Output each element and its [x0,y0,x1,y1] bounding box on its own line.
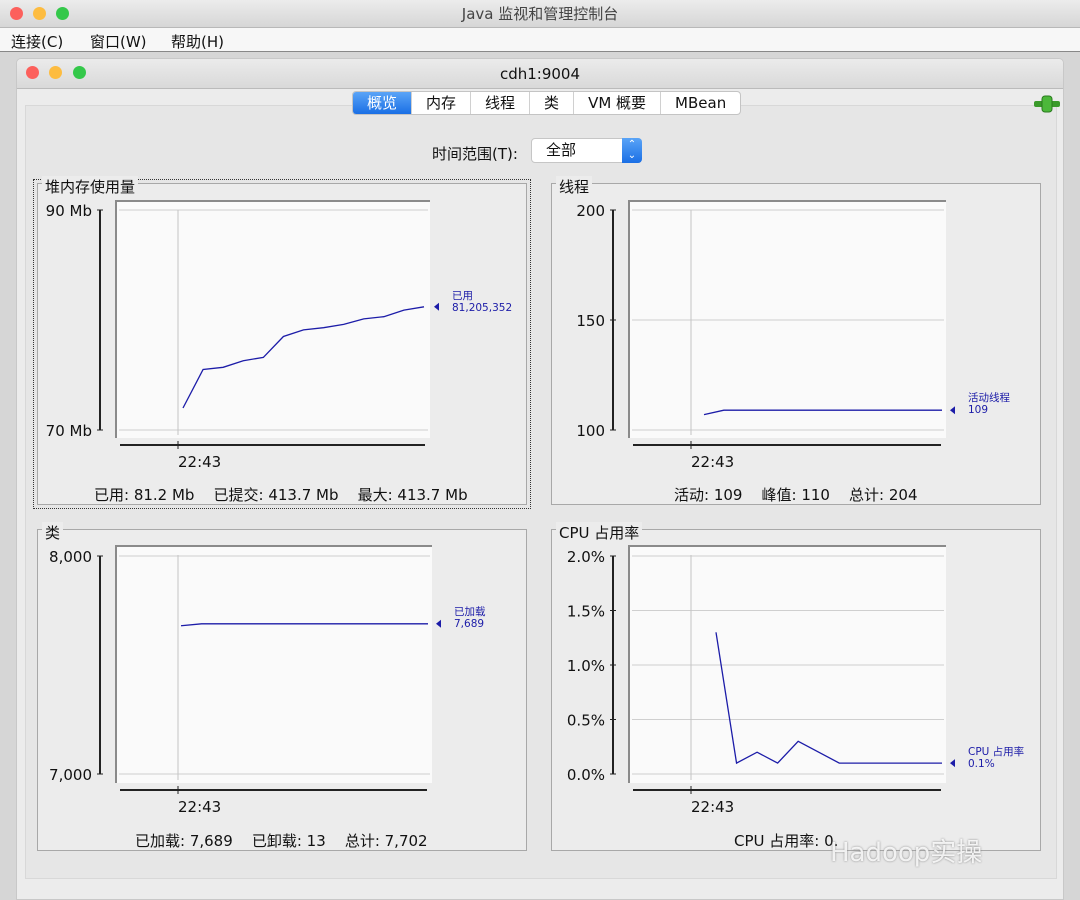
tab-threads[interactable]: 线程 [471,92,531,114]
classes-legend-marker [436,619,441,628]
threads-plot-area [628,200,946,438]
window-zoom-button[interactable] [73,66,86,79]
cpu-ytick-label: 2.0% [567,548,605,566]
heap-series-line [182,306,425,409]
heap-legend-name: 已用 [452,290,473,302]
close-button[interactable] [10,7,23,20]
cpu-legend-name: CPU 占用率 [968,745,1024,758]
threads-legend-name: 活动线程 [968,391,1010,404]
tab-overview[interactable]: 概览 [353,92,413,114]
classes-series-line [180,623,428,627]
classes-legend-value: 7,689 [454,618,484,630]
cpu-plot-area [628,545,946,783]
tab-classes[interactable]: 类 [530,92,575,114]
tab-vm-summary[interactable]: VM 概要 [574,92,662,114]
cpu-summary: CPU 占用率: 0. [734,832,839,850]
classes-summary: 已加载: 7,689 已卸载: 13 总计: 7,702 [135,832,428,850]
menu-window[interactable]: 窗口(W) [90,33,147,51]
tab-bar: 概览 内存 线程 类 VM 概要 MBean [352,91,742,115]
threads-ytick-label: 200 [576,202,605,220]
window-minimize-button[interactable] [49,66,62,79]
heap-legend-value: 81,205,352 [452,302,512,314]
threads-summary: 活动: 109 峰值: 110 总计: 204 [674,486,918,504]
time-range-select[interactable]: 全部 ⌃ ⌄ [531,138,642,163]
threads-legend-marker [950,406,955,415]
cpu-ytick-label: 1.5% [567,603,605,621]
classes-ytick-label: 7,000 [49,766,92,784]
time-range-value: 全部 [546,141,577,159]
classes-ytick-label: 8,000 [49,548,92,566]
threads-xtick-label: 22:43 [691,453,734,471]
heap-xtick-label: 22:43 [178,453,221,471]
heap-plot-area [115,200,430,438]
heap-ytick-label: 90 Mb [46,202,92,220]
menu-help[interactable]: 帮助(H) [171,33,224,51]
watermark: Hadoop实操 [830,838,983,868]
minimize-button[interactable] [33,7,46,20]
threads-ytick-label: 100 [576,422,605,440]
cpu-xtick-label: 22:43 [691,798,734,816]
plug-connected-icon[interactable] [1033,95,1061,113]
heap-panel-title: 堆内存使用量 [42,176,139,197]
cpu-legend-value: 0.1% [968,758,995,770]
heap-ytick-label: 70 Mb [46,422,92,440]
classes-legend-name: 已加载 [454,606,486,618]
heap-legend-marker [434,302,439,311]
classes-panel-title: 类 [42,522,64,543]
window-titlebar: cdh1:9004 [17,59,1063,89]
window-close-button[interactable] [26,66,39,79]
cpu-ytick-label: 1.0% [567,657,605,675]
cpu-panel-title: CPU 占用率 [556,522,643,543]
heap-summary: 已用: 81.2 Mb 已提交: 413.7 Mb 最大: 413.7 Mb [94,486,468,504]
threads-panel-title: 线程 [556,176,593,197]
app-title: Java 监视和管理控制台 [461,5,619,23]
classes-plot-area [115,545,432,783]
threads-legend-value: 109 [968,404,988,416]
threads-plot-border [628,200,946,438]
time-range-label: 时间范围(T): [432,145,518,163]
cpu-legend-marker [950,759,955,768]
threads-ytick-label: 150 [576,312,605,330]
cpu-series-line [715,632,942,765]
cpu-plot-border [628,545,946,783]
tab-memory[interactable]: 内存 [412,92,472,114]
cpu-ytick-label: 0.0% [567,766,605,784]
classes-xtick-label: 22:43 [178,798,221,816]
chevron-updown-icon: ⌃ ⌄ [622,138,642,163]
zoom-button[interactable] [56,7,69,20]
tab-mbean[interactable]: MBean [675,94,727,112]
heap-plot-border [115,200,430,438]
app-titlebar: Java 监视和管理控制台 [0,0,1080,28]
cpu-ytick-label: 0.5% [567,712,605,730]
menu-connection[interactable]: 连接(C) [11,33,64,51]
menu-bar: 连接(C) 窗口(W) 帮助(H) [0,28,1080,52]
threads-series-line [703,409,942,416]
classes-plot-border [115,545,432,783]
window-title: cdh1:9004 [499,65,581,83]
